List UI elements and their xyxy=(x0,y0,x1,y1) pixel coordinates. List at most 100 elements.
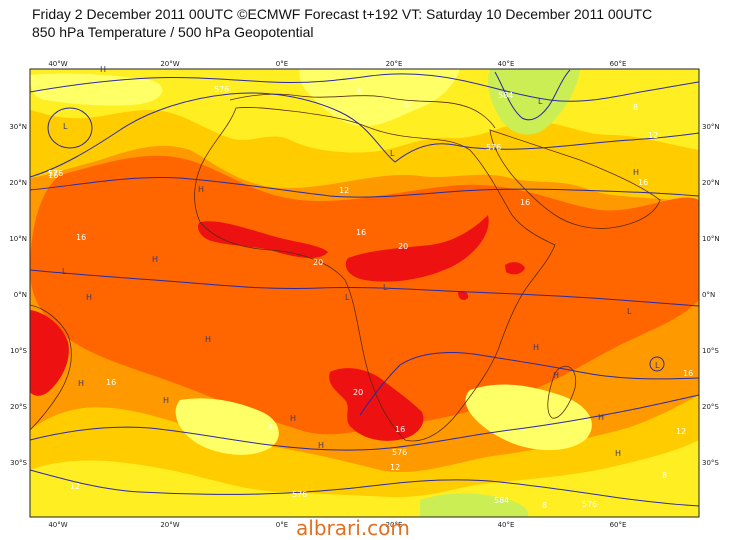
temp-label: 16 xyxy=(683,369,693,378)
lat-right-label: 10°S xyxy=(702,347,719,355)
contour-south-mid xyxy=(359,351,700,416)
low-marker: L xyxy=(655,361,660,370)
geopotential-label: 576 xyxy=(214,85,229,94)
high-marker: H xyxy=(633,168,639,177)
lon-top-label: 0°E xyxy=(276,60,288,68)
lat-right-label: 20°S xyxy=(702,403,719,411)
high-marker: H xyxy=(163,396,169,405)
geopotential-labels: 576 576 576 576 584 576 584 576 xyxy=(48,85,597,509)
chart-title-line-1: Friday 2 December 2011 00UTC ©ECMWF Fore… xyxy=(32,6,653,22)
geopotential-label: 584 xyxy=(498,91,513,100)
geopotential-label: 584 xyxy=(494,496,509,505)
lon-bottom-labels: 40°W 20°W 0°E 20°E 40°E 60°E xyxy=(48,521,626,529)
high-marker: H xyxy=(318,441,324,450)
lat-right-label: 30°N xyxy=(702,123,720,131)
low-marker: L xyxy=(383,283,388,292)
coast-arabia xyxy=(489,129,661,229)
watermark: albrari.com xyxy=(296,516,410,540)
lon-bottom-label: 40°W xyxy=(48,521,67,529)
temp-label: 12 xyxy=(648,131,658,140)
lat-left-label: 30°S xyxy=(10,459,27,467)
temperature-field xyxy=(30,69,699,517)
lat-left-label: 20°S xyxy=(10,403,27,411)
low-marker: L xyxy=(627,307,632,316)
lat-right-label: 30°S xyxy=(702,459,719,467)
lat-right-labels: 30°N 20°N 10°N 0°N 10°S 20°S 30°S xyxy=(702,123,720,467)
coast-africa xyxy=(194,107,556,442)
high-marker: H xyxy=(78,379,84,388)
high-marker: H xyxy=(615,449,621,458)
contour-low-closed xyxy=(47,107,93,149)
field-red-west-africa xyxy=(197,221,328,258)
low-marker: L xyxy=(538,97,543,106)
high-marker: H xyxy=(553,371,559,380)
temp-label: 12 xyxy=(676,427,686,436)
field-yellow-south xyxy=(30,440,699,517)
field-yellow-light-madagascar xyxy=(465,384,592,451)
geopotential-contours xyxy=(29,69,700,507)
temp-label: 12 xyxy=(70,482,80,491)
contour-584-south xyxy=(29,394,700,451)
contour-upper xyxy=(29,73,700,102)
map-frame xyxy=(29,68,700,518)
field-red-southern-africa xyxy=(329,368,424,441)
contour-576-south xyxy=(29,469,700,507)
temp-label: 12 xyxy=(390,463,400,472)
high-marker: H xyxy=(198,185,204,194)
high-marker: H xyxy=(533,343,539,352)
field-green-north xyxy=(487,69,580,135)
contour-small-low xyxy=(649,356,665,372)
chart-title-line-2: 850 hPa Temperature / 500 hPa Geopotenti… xyxy=(32,24,314,40)
lon-top-label: 40°W xyxy=(48,60,67,68)
geopotential-label: 576 xyxy=(292,490,307,499)
low-marker: L xyxy=(345,293,350,302)
lat-right-label: 0°N xyxy=(702,291,715,299)
field-red-east-africa xyxy=(505,262,525,275)
low-marker: L xyxy=(63,122,68,131)
lon-top-label: 40°E xyxy=(498,60,515,68)
temp-label: 16 xyxy=(356,228,366,237)
temp-label: 8 xyxy=(662,471,667,480)
field-red-lake xyxy=(458,290,469,300)
lat-left-label: 10°N xyxy=(9,235,27,243)
temp-label: 8 xyxy=(633,103,638,112)
temp-label: 16 xyxy=(395,425,405,434)
lat-left-label: 10°S xyxy=(10,347,27,355)
high-marker: H xyxy=(86,293,92,302)
temp-label: 12 xyxy=(339,186,349,195)
lon-bottom-label: 20°E xyxy=(386,521,403,529)
temp-label: 20 xyxy=(398,242,408,251)
temperature-labels: 8 8 8 8 8 12 12 12 12 16 16 16 16 16 16 … xyxy=(48,87,693,510)
lon-top-labels: 40°W 20°W 0°E 20°E 40°E 60°E xyxy=(48,60,626,68)
field-yellow-light-south-atlantic xyxy=(175,398,279,455)
coast-europe xyxy=(229,93,496,129)
lat-left-labels: 30°N 20°N 10°N 0°N 10°S 20°S 30°S xyxy=(9,123,27,467)
geopotential-label: 576 xyxy=(486,143,501,152)
field-red-sahel xyxy=(345,215,489,282)
high-marker: H xyxy=(598,413,604,422)
temp-label: 8 xyxy=(542,501,547,510)
lon-top-label: 60°E xyxy=(610,60,627,68)
lon-bottom-label: 60°E xyxy=(610,521,627,529)
contour-576-north xyxy=(29,92,700,178)
lat-right-label: 10°N xyxy=(702,235,720,243)
coast-south-america xyxy=(29,304,72,431)
lat-right-label: 20°N xyxy=(702,179,720,187)
field-orange-central xyxy=(30,155,699,435)
geopotential-label: 576 xyxy=(392,448,407,457)
lat-left-label: 30°N xyxy=(9,123,27,131)
temp-label: 16 xyxy=(520,198,530,207)
geopotential-label: 576 xyxy=(48,169,63,178)
low-marker: L xyxy=(390,149,395,158)
coastlines xyxy=(29,93,661,442)
field-green-south xyxy=(420,493,529,517)
contour-584-north xyxy=(29,176,700,198)
lon-bottom-label: 0°E xyxy=(276,521,288,529)
lat-left-label: 0°N xyxy=(14,291,27,299)
lon-top-label: 20°W xyxy=(160,60,179,68)
temp-label: 8 xyxy=(404,100,409,109)
geopotential-label: 576 xyxy=(582,500,597,509)
low-marker: L xyxy=(62,267,67,276)
lon-bottom-label: 40°E xyxy=(498,521,515,529)
